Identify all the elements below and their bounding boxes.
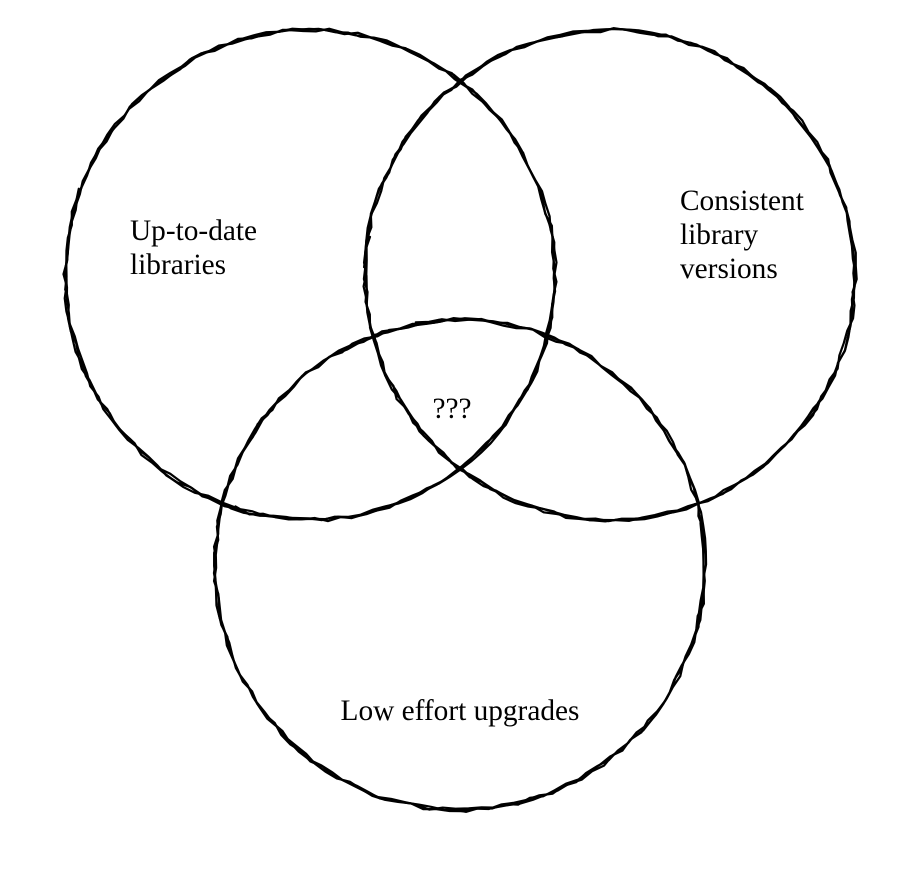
venn-circle-bottom <box>214 318 704 809</box>
label-top_left: Up-to-datelibraries <box>130 215 257 281</box>
label-bottom: Low effort upgrades <box>341 695 580 727</box>
center-label: ??? <box>432 393 471 425</box>
venn-diagram: Up-to-datelibraries Consistentlibraryvers… <box>0 0 914 874</box>
label-top_right: Consistentlibraryversions <box>680 185 804 285</box>
